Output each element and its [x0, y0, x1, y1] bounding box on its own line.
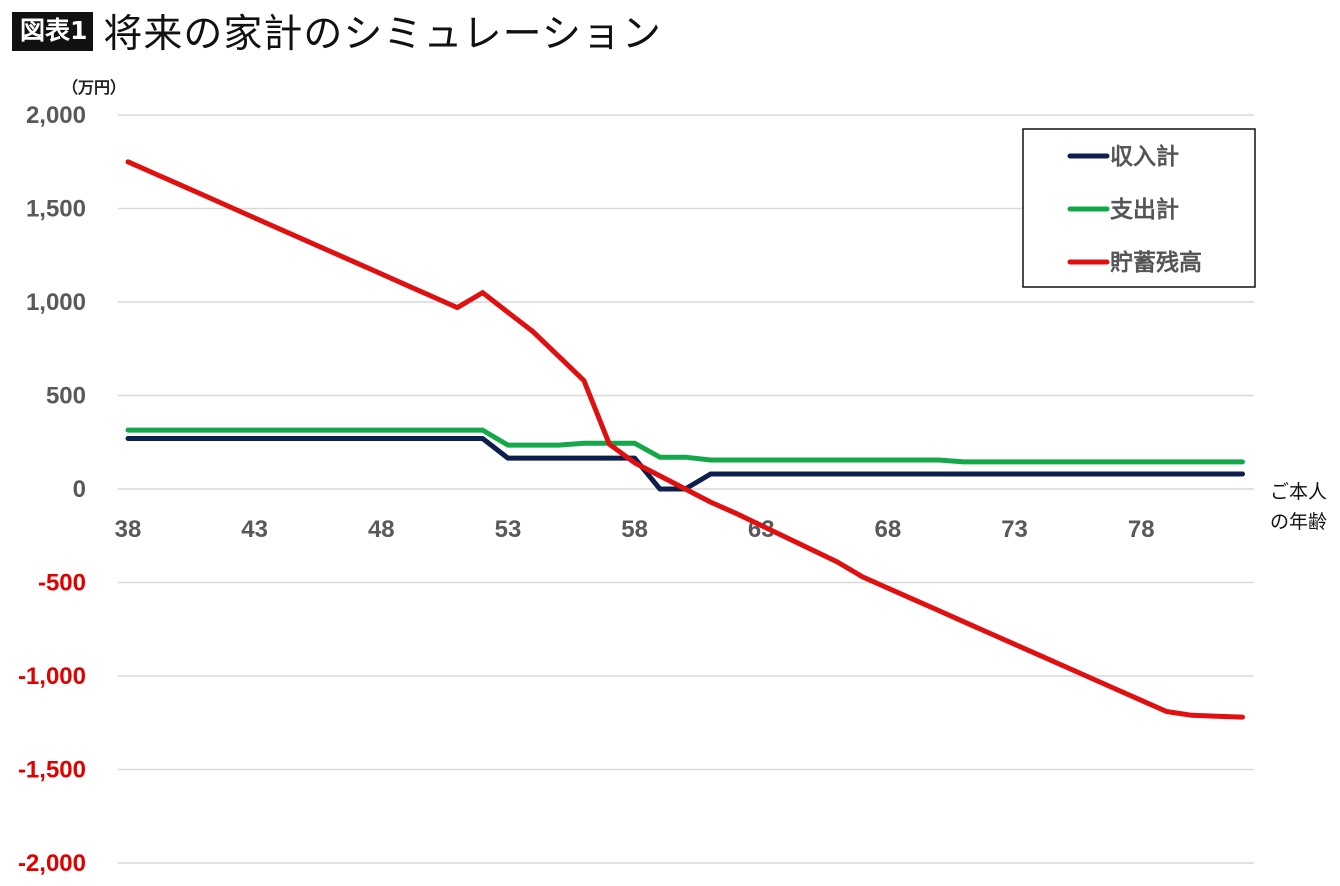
- x-tick-label: 43: [241, 516, 268, 543]
- x-tick-label: 78: [1128, 516, 1155, 543]
- y-tick-label: 1,500: [26, 196, 86, 223]
- y-tick-label: 500: [46, 383, 86, 410]
- legend-label: 支出計: [1109, 196, 1179, 223]
- chart-title: 将来の家計のシミュレーション: [103, 12, 662, 57]
- x-tick-label: 68: [875, 516, 902, 543]
- x-axis-label-line1: ご本人: [1270, 481, 1327, 503]
- y-tick-label: 2,000: [26, 102, 86, 129]
- x-tick-label: 48: [368, 516, 395, 543]
- y-tick-label: -500: [38, 570, 86, 597]
- y-unit-label: （万円）: [62, 78, 126, 97]
- series-line-2: [125, 427, 1245, 465]
- y-axis-ticks: 2,000 1,500 1,000 500 0 -500 -1,000 -1,500 -2,00…: [18, 102, 86, 877]
- y-tick-label: -2,000: [18, 850, 86, 877]
- y-tick-label: -1,000: [18, 663, 86, 690]
- y-tick-label: 1,000: [26, 289, 86, 316]
- y-tick-label: -1,500: [18, 757, 86, 784]
- y-tick-label: 0: [73, 476, 86, 503]
- series-lines: [125, 159, 1245, 720]
- figure-badge: 図表1: [12, 11, 94, 51]
- legend-box: [1022, 128, 1256, 288]
- x-tick-label: 73: [1001, 516, 1028, 543]
- x-tick-label: 53: [495, 516, 522, 543]
- x-axis-label-line2: の年齢: [1270, 511, 1327, 533]
- x-tick-label: 38: [115, 516, 142, 543]
- series-line-3: [125, 159, 1245, 720]
- legend-label: 収入計: [1110, 143, 1179, 170]
- x-axis-ticks: 38 43 48 53 58 63 68 73 78: [115, 516, 1155, 543]
- title-area: 図表1 将来の家計のシミュレーション: [12, 6, 662, 57]
- x-tick-label: 58: [621, 516, 648, 543]
- legend-label: 貯蓄残高: [1110, 249, 1202, 276]
